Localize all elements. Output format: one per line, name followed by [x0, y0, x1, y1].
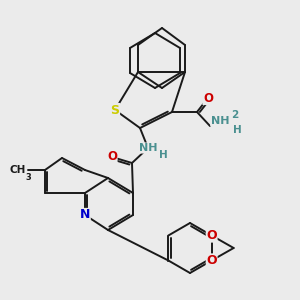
Text: S: S: [110, 103, 119, 116]
Text: 3: 3: [25, 173, 31, 182]
Text: N: N: [80, 208, 90, 221]
Text: O: O: [107, 151, 117, 164]
Text: H: H: [159, 150, 167, 160]
Text: O: O: [206, 229, 217, 242]
Text: NH: NH: [211, 116, 229, 126]
Text: H: H: [232, 125, 242, 135]
Text: CH: CH: [10, 165, 26, 175]
Text: O: O: [203, 92, 213, 104]
Text: 2: 2: [231, 110, 239, 120]
Text: NH: NH: [139, 143, 157, 153]
Text: O: O: [206, 254, 217, 267]
